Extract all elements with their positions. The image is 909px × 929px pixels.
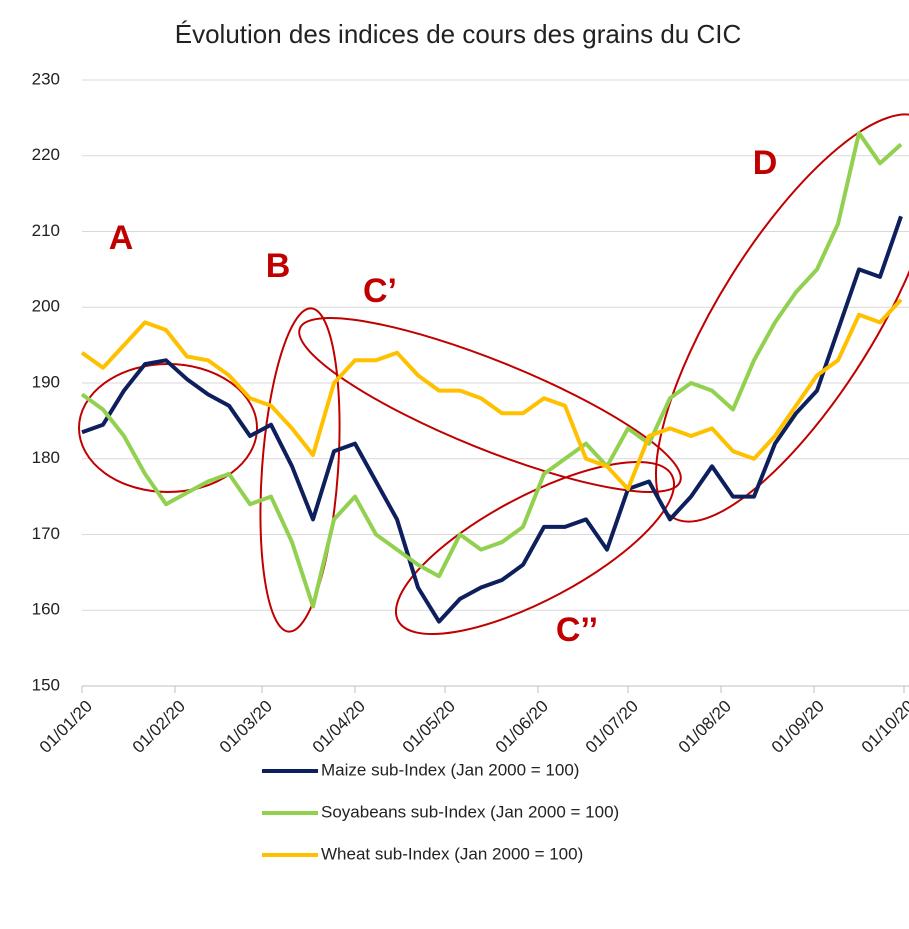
annotation-label: A <box>109 219 134 257</box>
series-line <box>81 215 903 624</box>
x-tick-label: 01/09/20 <box>768 697 828 757</box>
x-tick-label: 01/08/20 <box>675 697 735 757</box>
x-tick-label: 01/01/20 <box>36 697 96 757</box>
ellipse-c2 <box>394 460 676 636</box>
ellipse-c1 <box>298 317 682 493</box>
y-tick-label: 190 <box>32 372 60 391</box>
x-tick-label: 01/07/20 <box>582 697 642 757</box>
x-tick-label: 01/02/20 <box>129 697 189 757</box>
legend-label: Maize sub-Index (Jan 2000 = 100) <box>321 760 579 779</box>
annotation-label: C’’ <box>556 611 598 649</box>
chart-title: Évolution des indices de cours des grain… <box>175 19 742 49</box>
y-tick-label: 210 <box>32 221 60 240</box>
legend-label: Soyabeans sub-Index (Jan 2000 = 100) <box>321 802 619 821</box>
annotation-label: B <box>266 247 291 285</box>
x-tick-label: 01/04/20 <box>309 697 369 757</box>
y-tick-label: 170 <box>32 524 60 543</box>
y-tick-label: 150 <box>32 675 60 694</box>
series-line <box>80 131 903 609</box>
x-tick-label: 01/10/20 <box>858 697 909 757</box>
ellipse-b <box>259 307 341 633</box>
y-tick-label: 160 <box>32 600 60 619</box>
annotation-shapes <box>78 113 909 636</box>
y-tick-label: 180 <box>32 448 60 467</box>
annotation-label: C’ <box>363 272 397 310</box>
legend-label: Wheat sub-Index (Jan 2000 = 100) <box>321 844 583 863</box>
y-tick-label: 200 <box>32 297 60 316</box>
y-tick-label: 230 <box>32 69 60 88</box>
annotation-label: D <box>753 144 778 182</box>
x-tick-label: 01/05/20 <box>399 697 459 757</box>
x-tick-label: 01/03/20 <box>216 697 276 757</box>
y-tick-label: 220 <box>32 145 60 164</box>
series-line <box>80 298 903 491</box>
x-tick-label: 01/06/20 <box>492 697 552 757</box>
